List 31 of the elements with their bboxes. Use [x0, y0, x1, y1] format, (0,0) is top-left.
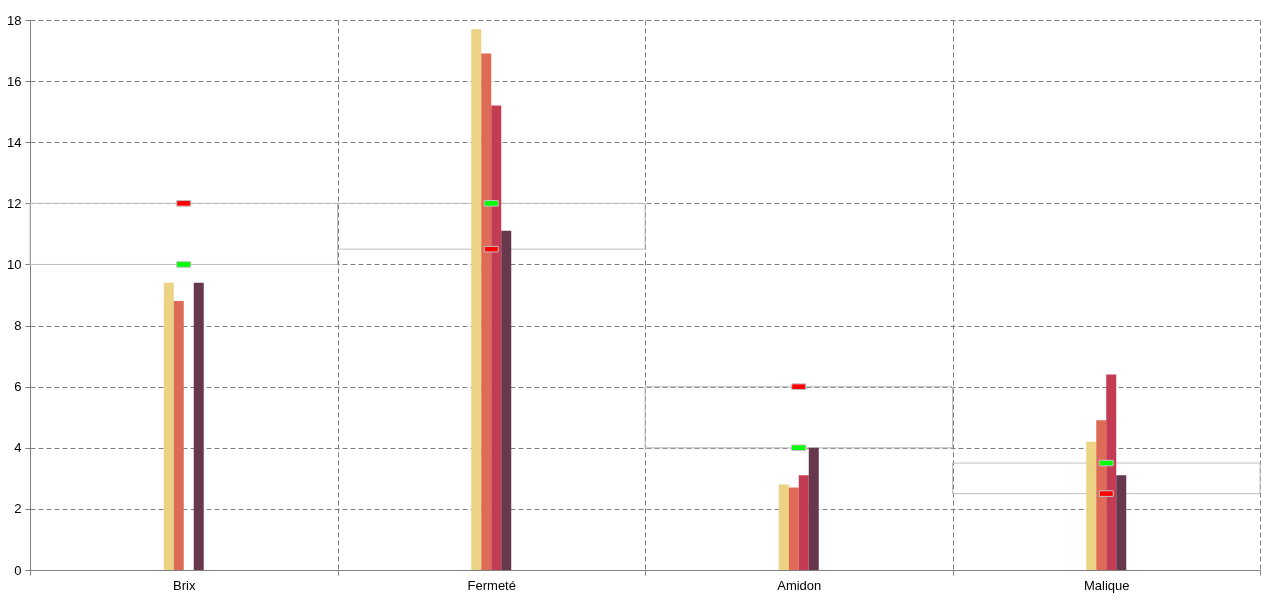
y-tick-label: 16 [7, 73, 22, 89]
bar [491, 105, 502, 570]
bar [778, 484, 789, 570]
bar [1106, 374, 1117, 570]
y-tick-label: 12 [7, 195, 22, 211]
y-tick-label: 2 [14, 501, 22, 517]
bar [1086, 441, 1097, 570]
bar [808, 447, 819, 570]
bar [501, 230, 512, 570]
bar [471, 29, 482, 570]
y-tick-label: 6 [14, 379, 22, 395]
x-tick-label: Malique [1083, 577, 1130, 593]
y-tick-label: 4 [14, 440, 22, 456]
bar [1096, 420, 1107, 570]
bar [1116, 475, 1127, 570]
bar [788, 487, 799, 570]
bar [481, 53, 492, 570]
bar [644, 386, 953, 449]
bar [193, 282, 204, 570]
y-tick-label: 0 [14, 562, 22, 578]
bar [952, 462, 1261, 495]
x-tick-label: Fermeté [467, 577, 516, 593]
bar [798, 475, 809, 570]
y-tick-label: 10 [7, 256, 22, 272]
bar [173, 301, 184, 570]
x-tick-label: Brix [173, 577, 196, 593]
y-tick-label: 14 [7, 134, 22, 150]
bar [163, 282, 174, 570]
y-tick-label: 8 [14, 318, 22, 334]
y-tick-label: 18 [7, 12, 22, 28]
x-tick-label: Amidon [777, 577, 822, 593]
